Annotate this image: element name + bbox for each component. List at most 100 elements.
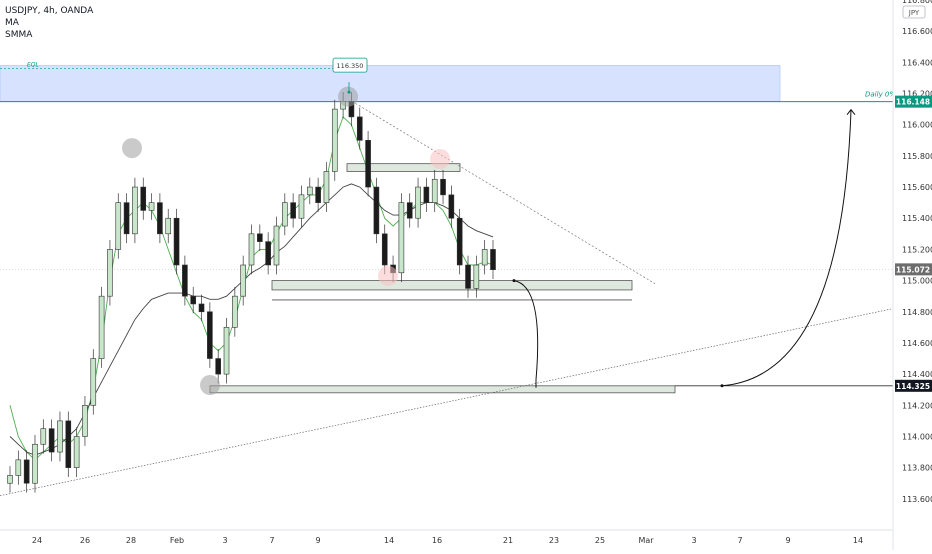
candle-body	[456, 217, 463, 266]
candle-body	[415, 186, 421, 219]
rising-trendline	[0, 308, 894, 497]
y-tick-label: 113.600	[902, 495, 932, 504]
y-tick-label: 116.600	[902, 27, 932, 36]
candle-body	[232, 295, 238, 328]
x-tick-label: 3	[691, 536, 696, 545]
x-tick-label: 14	[384, 536, 394, 545]
candle-body	[365, 139, 371, 188]
candle-body	[48, 428, 55, 453]
y-tick-label: 116.800	[902, 0, 932, 5]
x-tick-label: 26	[80, 536, 90, 545]
candle-body	[240, 264, 246, 297]
candle-body	[140, 186, 147, 211]
indicator-smma: SMMA	[5, 30, 33, 40]
candle-body	[215, 358, 221, 375]
candle-body	[132, 186, 138, 235]
currency-badge	[902, 5, 926, 19]
peak-label: 116.350	[337, 62, 364, 70]
candle-body	[248, 233, 255, 266]
y-tick-label: 115.200	[902, 245, 932, 254]
candle-body	[473, 264, 480, 289]
candle-body	[298, 194, 305, 219]
current-price-label: 115.072	[896, 265, 930, 274]
annotations-layer: 116.350	[122, 57, 856, 396]
daily-level-label: Daily 0%	[865, 91, 896, 99]
candle-body	[107, 249, 113, 297]
x-tick-label: 25	[595, 536, 605, 545]
x-tick-label: Feb	[170, 536, 184, 545]
candle-body	[323, 171, 330, 203]
eql-zone	[0, 65, 781, 102]
candle-body	[123, 202, 130, 235]
candle-body	[148, 202, 155, 211]
y-tick-label: 114.600	[902, 339, 932, 348]
y-tick-label: 115.600	[902, 183, 932, 192]
currency-badge-label: JPY	[908, 9, 920, 17]
peak-label-box	[332, 57, 368, 73]
x-tick-label: 9	[785, 536, 790, 545]
daily-level-label: 116.148	[896, 98, 930, 107]
falling-trendline	[351, 101, 656, 285]
target-level-label: 114.325	[896, 382, 930, 391]
x-tick-label: 16	[432, 536, 442, 545]
candle-body	[398, 202, 405, 274]
y-tick-label: 113.800	[902, 464, 932, 473]
supply-zone	[346, 163, 461, 172]
candle-body	[465, 264, 471, 289]
projection-rally	[721, 109, 852, 387]
x-tick-label: 28	[126, 536, 136, 545]
candle-body	[98, 295, 105, 359]
candle-body	[15, 459, 22, 476]
candle-body	[190, 295, 197, 305]
x-tick-label: 14	[853, 536, 863, 545]
candle-body	[331, 108, 338, 172]
candle-body	[57, 420, 63, 453]
y-tick-label: 114.800	[902, 308, 932, 317]
candle-body	[165, 217, 172, 235]
y-tick-label: 116.200	[902, 90, 932, 99]
target-level-tag	[895, 379, 932, 392]
candle-body	[257, 233, 263, 242]
candle-body	[265, 241, 271, 266]
candle-body	[440, 178, 446, 196]
candle-body	[306, 186, 313, 196]
x-tick-label: 7	[737, 536, 742, 545]
symbol-title: USDJPY, 4h, OANDA	[5, 6, 94, 16]
swing-low-marker	[200, 375, 220, 396]
eql-label: EQL	[27, 61, 39, 68]
candle-body	[406, 202, 413, 219]
x-tick-label: 3	[222, 536, 227, 545]
candle-body	[115, 202, 122, 250]
x-tick-label: 9	[315, 536, 320, 545]
projection-target-arrow	[846, 108, 856, 115]
x-tick-label: Mar	[638, 536, 654, 545]
y-tick-label: 116.000	[902, 121, 932, 130]
candles-layer	[7, 91, 496, 493]
candle-body	[173, 217, 180, 266]
candle-body	[82, 404, 88, 437]
y-tick-label: 114.400	[902, 370, 932, 379]
candle-body	[7, 475, 13, 484]
candle-body	[32, 443, 38, 484]
y-tick-label: 115.400	[902, 214, 932, 223]
lower-high-marker	[430, 149, 450, 169]
y-tick-label: 115.800	[902, 152, 932, 161]
candle-body	[207, 311, 213, 359]
x-tick-label: 21	[503, 536, 513, 545]
equal-low-marker	[378, 265, 398, 286]
candle-body	[73, 436, 80, 468]
candle-body	[40, 428, 47, 445]
chart-legend: USDJPY, 4h, OANDA MA SMMA	[5, 5, 93, 41]
x-tick-label: 23	[549, 536, 559, 545]
candle-body	[65, 420, 72, 468]
candle-body	[182, 264, 188, 297]
candle-body	[490, 249, 496, 270]
candle-body	[223, 327, 230, 375]
peak-callout-dot	[347, 90, 351, 94]
candle-body	[481, 249, 488, 266]
candle-body	[315, 186, 321, 203]
candle-body	[381, 233, 388, 266]
